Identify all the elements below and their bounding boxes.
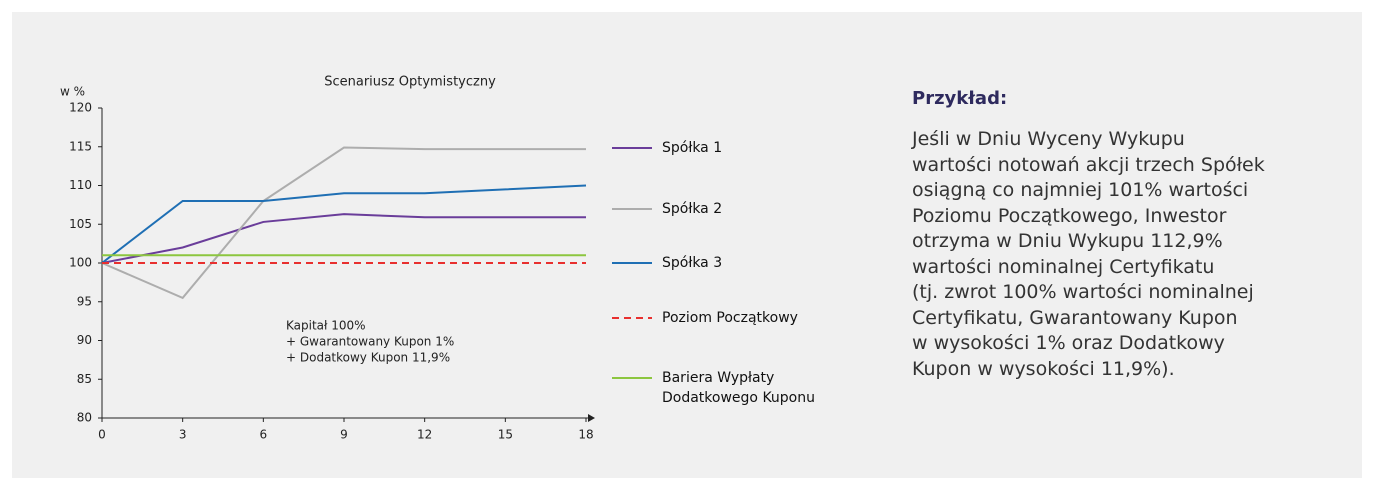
- text-line: Jeśli w Dniu Wyceny Wykupu: [912, 128, 1185, 150]
- y-tick-label: 110: [69, 178, 92, 192]
- series-line: [101, 146, 586, 300]
- y-tick-label: 120: [69, 101, 92, 115]
- y-axis-label: w %: [60, 85, 85, 99]
- text-line: otrzyma w Dniu Wykupu 112,9%: [912, 230, 1223, 252]
- y-tick-label: 90: [77, 333, 92, 347]
- legend-label: Spółka 2: [662, 201, 723, 217]
- y-tick-label: 115: [69, 139, 92, 153]
- y-tick-label: 85: [77, 372, 92, 386]
- y-tick-label: 95: [77, 294, 92, 308]
- text-line: Certyfikatu, Gwarantowany Kupon: [912, 306, 1238, 329]
- text-line: wartości notowań akcji trzech Spółek: [912, 153, 1265, 176]
- annotation: + Dodatkowy Kupon 11,9%: [286, 351, 450, 365]
- series-line: [101, 184, 587, 264]
- annotation: Kapitał 100%: [286, 319, 366, 333]
- x-tick-label: 18: [578, 428, 593, 442]
- text-line: Kupon w wysokości 11,9%).: [912, 357, 1175, 380]
- x-tick-label: 9: [340, 428, 348, 442]
- text-line: (tj. zwrot 100% wartości nominalnej: [912, 281, 1254, 303]
- x-tick-label: 0: [98, 428, 106, 442]
- chart-title: Scenariusz Optymistyczny: [324, 75, 496, 90]
- paragraph: Jeśli w Dniu Wyceny Wykupu wartości notow…: [912, 127, 1352, 382]
- text-line: osiągną co najmniej 101% wartości: [912, 179, 1249, 201]
- y-tick-label: 100: [69, 256, 92, 270]
- heading: Przykład:: [912, 88, 1008, 109]
- panel: [12, 12, 1362, 478]
- series-line: [101, 213, 586, 264]
- x-tick-label: 3: [179, 428, 187, 442]
- legend-label: Spółka 1: [662, 140, 723, 156]
- x-tick-label: 6: [260, 428, 268, 442]
- text-line: Poziomu Początkowego, Inwestor: [912, 204, 1227, 227]
- x-axis-arrow: [588, 414, 595, 422]
- legend-label: Bariera Wypłaty Dodatkowego Kuponu: [662, 370, 815, 406]
- y-tick-label: 80: [77, 411, 92, 425]
- text-line: w wysokości 1% oraz Dodatkowy: [912, 332, 1225, 354]
- x-tick-label: 15: [498, 428, 513, 442]
- annotation: + Gwarantowany Kupon 1%: [286, 335, 454, 349]
- y-tick-label: 105: [69, 217, 92, 231]
- side-text: Przykład: Jeśli w Dniu Wyceny Wykupu wart…: [912, 88, 1352, 382]
- chart: Scenariusz Optymistyczny w % 80859095100…: [60, 75, 652, 442]
- legend-label: Spółka 3: [662, 255, 723, 271]
- legend-label: Poziom Początkowy: [662, 310, 798, 326]
- text-line: wartości nominalnej Certyfikatu: [912, 255, 1215, 278]
- x-tick-label: 12: [417, 428, 432, 442]
